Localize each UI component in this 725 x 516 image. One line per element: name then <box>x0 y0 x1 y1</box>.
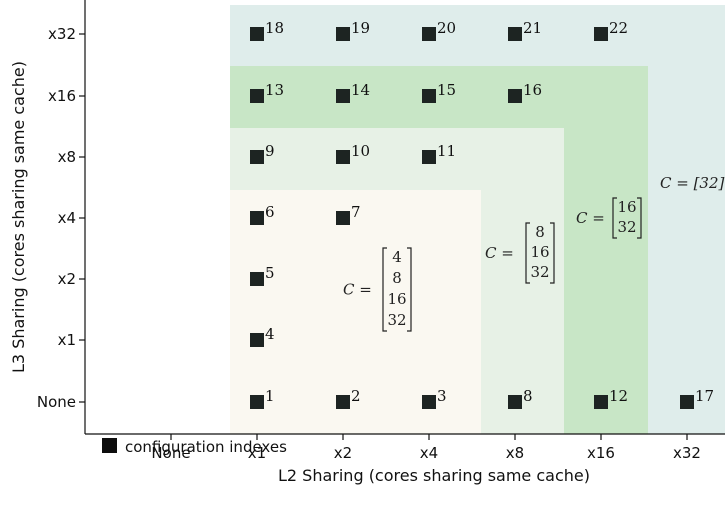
config-point-20 <box>422 27 436 41</box>
y-ticks: None x1 x2 x4 x8 x16 x32 <box>37 25 85 411</box>
config-point-label: 21 <box>523 19 542 37</box>
region-vector-value: 16 <box>530 243 549 261</box>
legend-marker <box>102 438 117 453</box>
region-c32-top <box>230 5 725 66</box>
region-label-C8: C = <box>485 244 514 262</box>
legend: configuration indexes <box>102 438 287 456</box>
config-point-3 <box>422 395 436 409</box>
region-vector-value: 4 <box>392 248 402 266</box>
config-point-label: 14 <box>351 81 370 99</box>
region-c16-right <box>564 128 648 434</box>
config-point-label: 6 <box>265 203 275 221</box>
region-vector-value: 32 <box>530 263 549 281</box>
config-point-label: 20 <box>437 19 456 37</box>
region-label-C32: C = [32] <box>660 174 725 192</box>
x-tick-label: None <box>151 444 190 462</box>
config-point-1 <box>250 395 264 409</box>
config-point-6 <box>250 211 264 225</box>
config-point-14 <box>336 89 350 103</box>
config-point-11 <box>422 150 436 164</box>
y-tick-label: x16 <box>48 87 76 105</box>
config-point-22 <box>594 27 608 41</box>
region-vector-value: 16 <box>387 290 406 308</box>
config-point-17 <box>680 395 694 409</box>
region-vector-value: 8 <box>535 223 545 241</box>
config-point-5 <box>250 272 264 286</box>
config-point-12 <box>594 395 608 409</box>
config-point-7 <box>336 211 350 225</box>
region-c32-right <box>648 66 725 434</box>
region-vector-value: 8 <box>392 269 402 287</box>
bracket-right <box>550 222 555 284</box>
x-tick-label: x1 <box>248 444 266 462</box>
bracket-left <box>612 197 617 239</box>
y-tick-label: x32 <box>48 25 76 43</box>
config-point-label: 18 <box>265 19 284 37</box>
config-point-21 <box>508 27 522 41</box>
config-point-10 <box>336 150 350 164</box>
config-point-label: 12 <box>609 387 628 405</box>
bracket-right <box>407 247 412 332</box>
config-point-label: 2 <box>351 387 361 405</box>
x-tick-label: x4 <box>420 444 438 462</box>
y-tick-label: x8 <box>58 148 76 166</box>
region-labels: C = 4 8 16 32 C = 8 16 32 C = 16 32 C = [32] <box>343 174 725 332</box>
x-tick-label: x16 <box>587 444 615 462</box>
config-point-label: 9 <box>265 142 275 160</box>
x-tick-label: x32 <box>673 444 701 462</box>
config-point-13 <box>250 89 264 103</box>
region-label-C16: C = <box>576 209 605 227</box>
x-axis-label: L2 Sharing (cores sharing same cache) <box>278 466 590 485</box>
y-axis-label: L3 Sharing (cores sharing same cache) <box>9 61 28 373</box>
legend-label: configuration indexes <box>125 438 287 456</box>
config-point-label: 1 <box>265 387 275 405</box>
config-point-label: 22 <box>609 19 628 37</box>
x-ticks: None x1 x2 x4 x8 x16 x32 <box>151 434 701 462</box>
config-point-label: 5 <box>265 264 275 282</box>
x-tick-label: x2 <box>334 444 352 462</box>
regions-layer <box>230 5 725 434</box>
y-tick-label: None <box>37 393 76 411</box>
y-tick-label: x1 <box>58 331 76 349</box>
config-point-19 <box>336 27 350 41</box>
config-point-label: 13 <box>265 81 284 99</box>
region-vector-value: 32 <box>617 218 636 236</box>
config-point-16 <box>508 89 522 103</box>
config-point-label: 3 <box>437 387 447 405</box>
bracket-right <box>637 197 642 239</box>
region-vector-value: 16 <box>617 198 636 216</box>
region-c8-right <box>481 190 564 434</box>
config-point-label: 8 <box>523 387 533 405</box>
config-point-label: 15 <box>437 81 456 99</box>
config-point-label: 16 <box>523 81 542 99</box>
axes-layer <box>84 0 725 435</box>
region-c4 <box>230 190 481 434</box>
config-point-label: 19 <box>351 19 370 37</box>
config-point-label: 10 <box>351 142 370 160</box>
config-point-15 <box>422 89 436 103</box>
config-point-label: 11 <box>437 142 456 160</box>
config-point-label: 17 <box>695 387 714 405</box>
config-point-8 <box>508 395 522 409</box>
config-point-2 <box>336 395 350 409</box>
region-vector-value: 32 <box>387 311 406 329</box>
config-point-4 <box>250 333 264 347</box>
config-point-label: 4 <box>265 325 275 343</box>
config-point-9 <box>250 150 264 164</box>
bracket-left <box>382 247 387 332</box>
region-c16-top <box>230 66 648 128</box>
x-tick-label: x8 <box>506 444 524 462</box>
y-tick-label: x4 <box>58 209 76 227</box>
y-tick-label: x2 <box>58 270 76 288</box>
bracket-left <box>525 222 530 284</box>
region-c8-top <box>230 128 564 190</box>
region-label-C4: C = <box>343 281 372 299</box>
config-point-label: 7 <box>351 203 361 221</box>
config-point-18 <box>250 27 264 41</box>
